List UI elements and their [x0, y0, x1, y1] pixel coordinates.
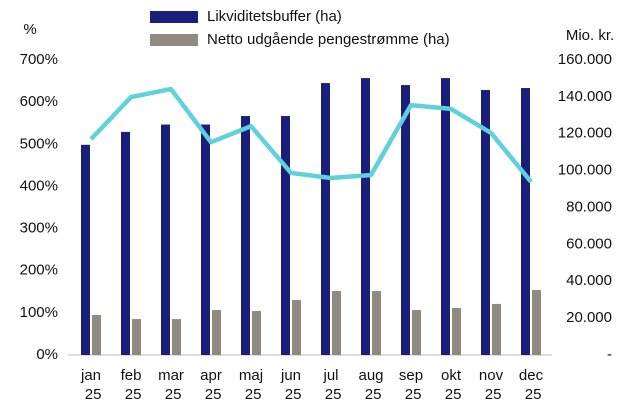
y-tick-label: 700%	[20, 51, 58, 68]
line	[89, 86, 533, 184]
bar	[372, 291, 381, 355]
y2-tick-label: 20.000	[566, 309, 612, 326]
bar	[201, 124, 210, 355]
x-tick-label: aug 25	[358, 367, 383, 403]
bar	[92, 314, 101, 355]
x-tick-label: feb 25	[121, 367, 142, 403]
y-axis-title: %	[23, 21, 36, 38]
bar	[492, 303, 501, 355]
bar	[172, 319, 181, 355]
x-tick-label: nov 25	[479, 367, 504, 403]
x-tick-label: jun 25	[280, 367, 301, 403]
legend-label: Likviditetsbuffer (ha)	[207, 8, 342, 25]
y-tick-label: 600%	[20, 93, 58, 110]
y-tick-label: 400%	[20, 177, 58, 194]
bar	[452, 307, 461, 355]
x-tick-label: mar 25	[158, 367, 184, 403]
bar	[481, 90, 490, 355]
bar	[121, 131, 130, 355]
y2-tick-label: 80.000	[566, 198, 612, 215]
x-tick-label: maj 25	[239, 367, 263, 403]
bar	[212, 310, 221, 355]
x-tick-label: apr 25	[200, 367, 222, 403]
bar	[241, 116, 250, 355]
x-tick-label: jan 25	[80, 367, 101, 403]
y2-axis-title: Mio. kr.	[566, 27, 614, 44]
y-tick-label: 100%	[20, 304, 58, 321]
y-tick-label: 0%	[36, 346, 58, 363]
bar	[532, 289, 541, 355]
y2-tick-label: 160.000	[558, 51, 612, 68]
x-tick-label: jul 25	[321, 367, 342, 403]
y2-tick-label: 60.000	[566, 235, 612, 252]
bar	[252, 310, 261, 355]
bar	[412, 310, 421, 355]
x-tick-label: dec 25	[519, 367, 544, 403]
y-tick-label: 200%	[20, 262, 58, 279]
x-tick-label: okt 25	[441, 367, 462, 403]
y2-tick-label: -	[607, 346, 612, 363]
bar	[361, 78, 370, 355]
bar	[332, 291, 341, 355]
bar	[441, 78, 450, 355]
y-tick-label: 300%	[20, 220, 58, 237]
bar	[321, 83, 330, 355]
y2-tick-label: 140.000	[558, 88, 612, 105]
x-tick-label: sep 25	[399, 367, 423, 403]
bar	[81, 144, 90, 355]
bar	[292, 300, 301, 355]
legend-label: Netto udgående pengestrømme (ha)	[207, 31, 450, 48]
y2-tick-label: 120.000	[558, 125, 612, 142]
y-tick-label: 500%	[20, 135, 58, 152]
y2-tick-label: 100.000	[558, 162, 612, 179]
bar	[132, 319, 141, 355]
legend-swatch	[150, 11, 198, 23]
bar	[281, 116, 290, 355]
bar	[401, 85, 410, 355]
bar	[161, 124, 170, 355]
bar	[521, 88, 530, 356]
y2-tick-label: 40.000	[566, 272, 612, 289]
legend-swatch	[150, 34, 198, 46]
